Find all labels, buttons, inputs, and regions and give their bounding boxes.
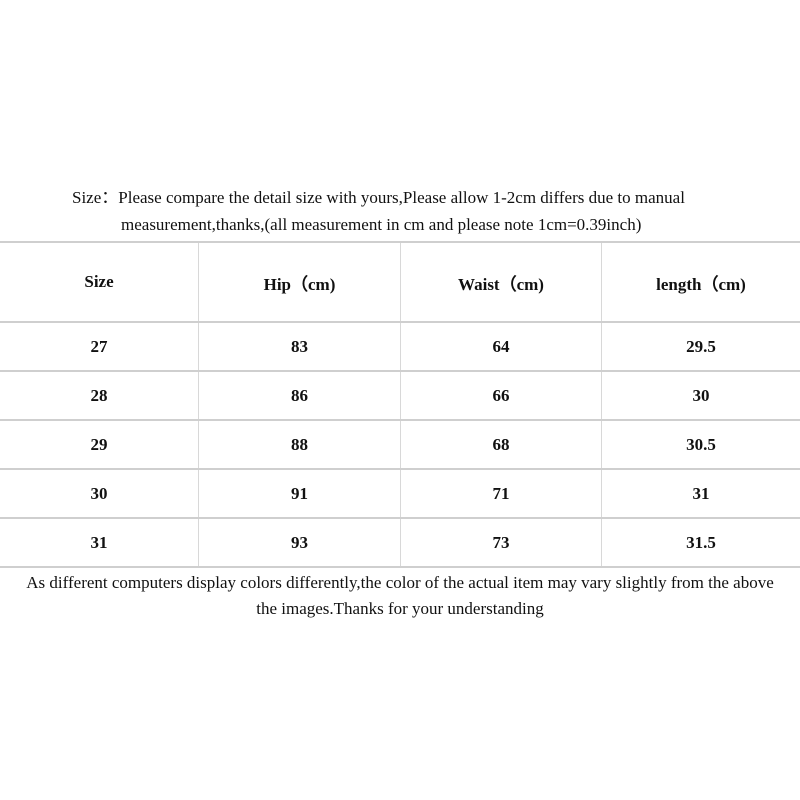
table-row: 31 93 73 31.5 (0, 517, 800, 568)
cell-hip: 86 (198, 370, 401, 421)
cell-size: 31 (0, 517, 199, 568)
size-chart-table: Size Hip（cm) Waist（cm) length（cm) 27 83 64… (0, 241, 800, 568)
cell-size: 28 (0, 370, 199, 421)
cell-size: 30 (0, 468, 199, 519)
cell-size: 27 (0, 321, 199, 372)
cell-hip: 83 (198, 321, 401, 372)
cell-length: 31 (601, 468, 800, 519)
cell-hip: 88 (198, 419, 401, 470)
cell-length: 30 (601, 370, 800, 421)
color-disclaimer-line-2: the images.Thanks for your understanding (256, 599, 544, 618)
cell-waist: 66 (400, 370, 602, 421)
size-note-line-2: measurement,thanks,(all measurement in c… (121, 215, 642, 234)
header-length: length（cm) (601, 241, 800, 323)
cell-waist: 73 (400, 517, 602, 568)
cell-hip: 93 (198, 517, 401, 568)
header-hip: Hip（cm) (198, 241, 401, 323)
size-note: Size：Please compare the detail size with… (0, 184, 800, 238)
cell-waist: 68 (400, 419, 602, 470)
header-size: Size (0, 241, 199, 323)
color-disclaimer-line-1: As different computers display colors di… (26, 573, 774, 592)
header-waist: Waist（cm) (400, 241, 602, 323)
cell-length: 29.5 (601, 321, 800, 372)
table-row: 28 86 66 30 (0, 370, 800, 421)
cell-hip: 91 (198, 468, 401, 519)
cell-size: 29 (0, 419, 199, 470)
color-disclaimer: As different computers display colors di… (0, 570, 800, 622)
size-note-line-1: Size：Please compare the detail size with… (72, 188, 685, 207)
table-row: 29 88 68 30.5 (0, 419, 800, 470)
cell-length: 31.5 (601, 517, 800, 568)
table-row: 27 83 64 29.5 (0, 321, 800, 372)
table-header-row: Size Hip（cm) Waist（cm) length（cm) (0, 241, 800, 323)
cell-length: 30.5 (601, 419, 800, 470)
table-row: 30 91 71 31 (0, 468, 800, 519)
cell-waist: 64 (400, 321, 602, 372)
cell-waist: 71 (400, 468, 602, 519)
